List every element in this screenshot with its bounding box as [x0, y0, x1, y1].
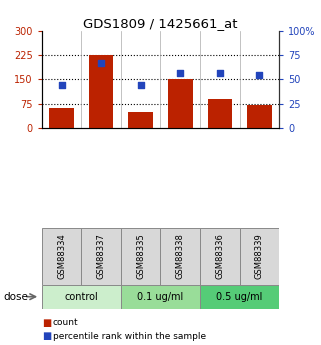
Bar [247, 105, 272, 128]
Bar [168, 79, 193, 128]
Bar [240, 228, 279, 285]
Text: GSM88339: GSM88339 [255, 233, 264, 279]
Bar [42, 285, 121, 309]
Text: GSM88336: GSM88336 [215, 233, 224, 279]
Bar [81, 228, 121, 285]
Point [99, 60, 104, 66]
Text: GSM88334: GSM88334 [57, 233, 66, 279]
Text: GSM88338: GSM88338 [176, 233, 185, 279]
Point [59, 82, 64, 88]
Text: ■: ■ [42, 318, 51, 327]
Bar [42, 228, 81, 285]
Text: GSM88337: GSM88337 [97, 233, 106, 279]
Bar [160, 228, 200, 285]
Bar [121, 285, 200, 309]
Text: percentile rank within the sample: percentile rank within the sample [53, 332, 206, 341]
Title: GDS1809 / 1425661_at: GDS1809 / 1425661_at [83, 17, 238, 30]
Bar [200, 228, 240, 285]
Text: control: control [65, 292, 98, 302]
Text: count: count [53, 318, 79, 327]
Text: 0.1 ug/ml: 0.1 ug/ml [137, 292, 184, 302]
Point [138, 82, 143, 88]
Text: dose: dose [3, 292, 28, 302]
Text: 0.5 ug/ml: 0.5 ug/ml [216, 292, 263, 302]
Bar [49, 108, 74, 128]
Bar [208, 99, 232, 128]
Text: ■: ■ [42, 332, 51, 341]
Bar [128, 112, 153, 128]
Bar [200, 285, 279, 309]
Point [178, 70, 183, 75]
Bar [121, 228, 160, 285]
Point [257, 72, 262, 77]
Point [217, 70, 222, 75]
Bar [89, 55, 113, 128]
Text: GSM88335: GSM88335 [136, 233, 145, 279]
